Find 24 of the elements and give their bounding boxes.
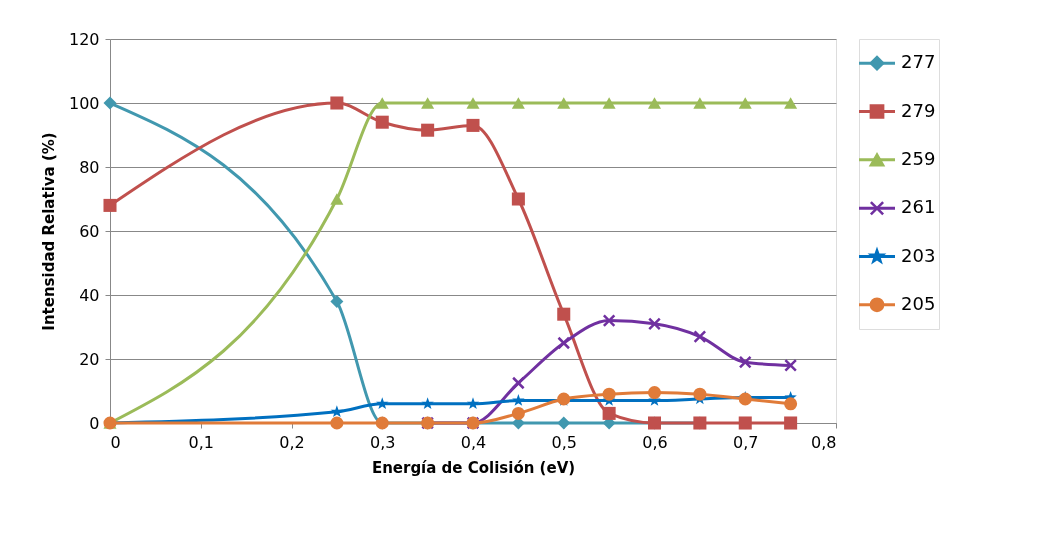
x-tick-label: 0,3 xyxy=(370,432,396,452)
y-tick-label: 60 xyxy=(79,221,100,241)
legend-label: 203 xyxy=(901,244,936,266)
y-tick-label: 40 xyxy=(79,285,100,305)
x-tick-label: 0,5 xyxy=(551,432,577,452)
y-tick-label: 100 xyxy=(68,93,100,113)
y-tick-label: 120 xyxy=(68,29,100,49)
legend-label: 259 xyxy=(901,147,936,169)
legend-label: 261 xyxy=(901,196,936,218)
x-tick-label: 0 xyxy=(110,432,121,452)
legend-label: 205 xyxy=(901,292,936,314)
x-tick-label: 0,1 xyxy=(188,432,214,452)
y-tick-label: 0 xyxy=(89,413,100,433)
y-tick-label: 20 xyxy=(79,349,100,369)
legend-label: 279 xyxy=(901,99,936,121)
x-axis-title: Energía de Colisión (eV) xyxy=(371,458,576,477)
y-tick-label: 80 xyxy=(79,157,100,177)
y-axis-title: Intensidad Relativa (%) xyxy=(39,132,58,331)
x-tick-label: 0,7 xyxy=(733,432,759,452)
x-tick-label: 0,4 xyxy=(460,432,487,452)
legend-label: 277 xyxy=(901,51,936,73)
x-tick-label: 0,6 xyxy=(642,432,668,452)
x-tick-label: 0,2 xyxy=(279,432,305,452)
x-tick-label: 0,8 xyxy=(811,432,837,452)
